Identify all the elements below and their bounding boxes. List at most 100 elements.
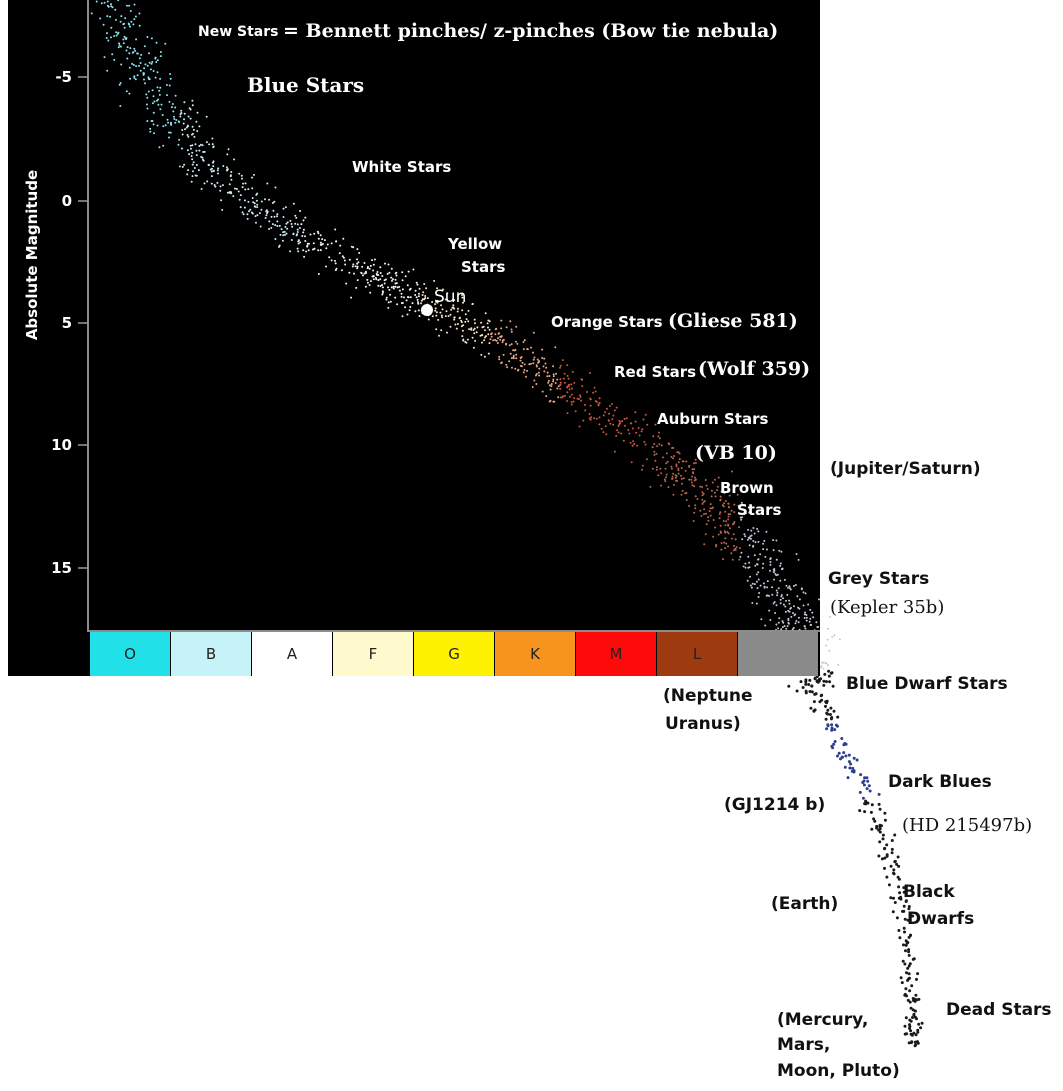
star-dot xyxy=(893,860,897,864)
star-dot xyxy=(221,184,224,187)
star-dot xyxy=(283,230,286,233)
star-dot xyxy=(234,187,236,190)
star-dot xyxy=(268,220,271,223)
star-dot xyxy=(457,307,459,310)
star-dot xyxy=(618,423,621,426)
star-dot xyxy=(103,56,106,59)
star-dot xyxy=(414,289,417,292)
star-dot xyxy=(454,323,457,326)
star-dot xyxy=(656,445,659,448)
star-dot xyxy=(384,262,386,265)
star-dot xyxy=(499,338,502,341)
star-dot xyxy=(830,723,834,727)
star-dot xyxy=(522,371,525,374)
star-dot xyxy=(691,475,694,478)
star-dot xyxy=(169,77,172,80)
vb10-label: (VB 10) xyxy=(695,442,777,464)
star-dot xyxy=(350,245,353,248)
star-dot xyxy=(481,341,483,344)
star-dot xyxy=(744,566,747,569)
spectral-class-b: B xyxy=(171,632,251,676)
star-dot xyxy=(294,222,297,225)
star-dot xyxy=(401,315,404,318)
star-dot xyxy=(809,623,812,626)
star-dot xyxy=(602,431,605,434)
star-dot xyxy=(742,565,745,568)
star-dot xyxy=(198,125,201,128)
star-dot xyxy=(663,478,666,481)
star-dot xyxy=(665,473,668,476)
star-dot xyxy=(723,541,726,544)
star-dot xyxy=(807,683,811,686)
star-dot xyxy=(300,223,303,226)
star-dot xyxy=(348,271,351,274)
star-dot xyxy=(102,23,105,26)
star-dot xyxy=(676,451,679,454)
star-dot xyxy=(379,285,382,287)
y-tick-label: 0 xyxy=(62,192,72,210)
star-dot xyxy=(494,339,497,341)
star-dot xyxy=(532,362,535,365)
star-dot xyxy=(707,519,710,522)
star-dot xyxy=(826,723,830,727)
star-dot xyxy=(719,524,722,527)
star-dot xyxy=(672,457,674,460)
star-dot xyxy=(237,190,240,193)
star-dot xyxy=(301,235,304,237)
star-dot xyxy=(247,200,250,203)
star-dot xyxy=(195,164,198,166)
star-dot xyxy=(913,1040,917,1044)
star-dot xyxy=(135,38,138,41)
star-dot xyxy=(810,684,814,688)
star-dot xyxy=(699,485,702,488)
star-dot xyxy=(719,511,722,514)
star-dot xyxy=(598,397,601,400)
star-dot xyxy=(809,608,812,611)
star-dot xyxy=(523,363,526,366)
star-dot xyxy=(211,137,214,140)
star-dot xyxy=(126,57,129,60)
star-dot xyxy=(828,713,832,716)
star-dot xyxy=(532,358,535,361)
star-dot xyxy=(763,586,766,589)
star-dot xyxy=(658,437,661,440)
star-dot xyxy=(678,452,681,455)
blue-stars-label: Blue Stars xyxy=(247,73,365,97)
star-dot xyxy=(427,318,430,321)
star-dot xyxy=(883,856,887,860)
star-dot xyxy=(131,51,134,54)
star-dot xyxy=(671,475,674,478)
star-dot xyxy=(842,743,846,747)
star-dot xyxy=(897,877,901,881)
star-dot xyxy=(844,754,848,758)
star-dot xyxy=(720,548,723,551)
star-dot xyxy=(520,356,523,359)
star-dot xyxy=(688,505,691,507)
star-dot xyxy=(312,248,314,251)
star-dot xyxy=(357,261,360,264)
star-dot xyxy=(294,214,297,217)
star-dot xyxy=(804,682,808,686)
plot-background xyxy=(8,0,820,676)
star-dot xyxy=(435,300,438,303)
star-dot xyxy=(156,86,159,89)
star-dot xyxy=(181,165,184,168)
star-dot xyxy=(379,272,382,274)
star-dot xyxy=(119,105,122,107)
star-dot xyxy=(552,378,555,381)
star-dot xyxy=(814,692,818,696)
star-dot xyxy=(644,413,647,416)
star-dot xyxy=(855,758,859,762)
star-dot xyxy=(556,387,559,390)
star-dot xyxy=(381,293,384,296)
star-dot xyxy=(914,1033,918,1037)
star-dot xyxy=(319,249,322,252)
star-dot xyxy=(733,544,735,547)
star-dot xyxy=(570,393,573,396)
star-dot xyxy=(142,72,145,75)
star-dot xyxy=(169,131,172,134)
star-dot xyxy=(732,549,735,552)
star-dot xyxy=(541,348,544,351)
star-dot xyxy=(685,460,688,463)
star-dot xyxy=(441,316,444,319)
